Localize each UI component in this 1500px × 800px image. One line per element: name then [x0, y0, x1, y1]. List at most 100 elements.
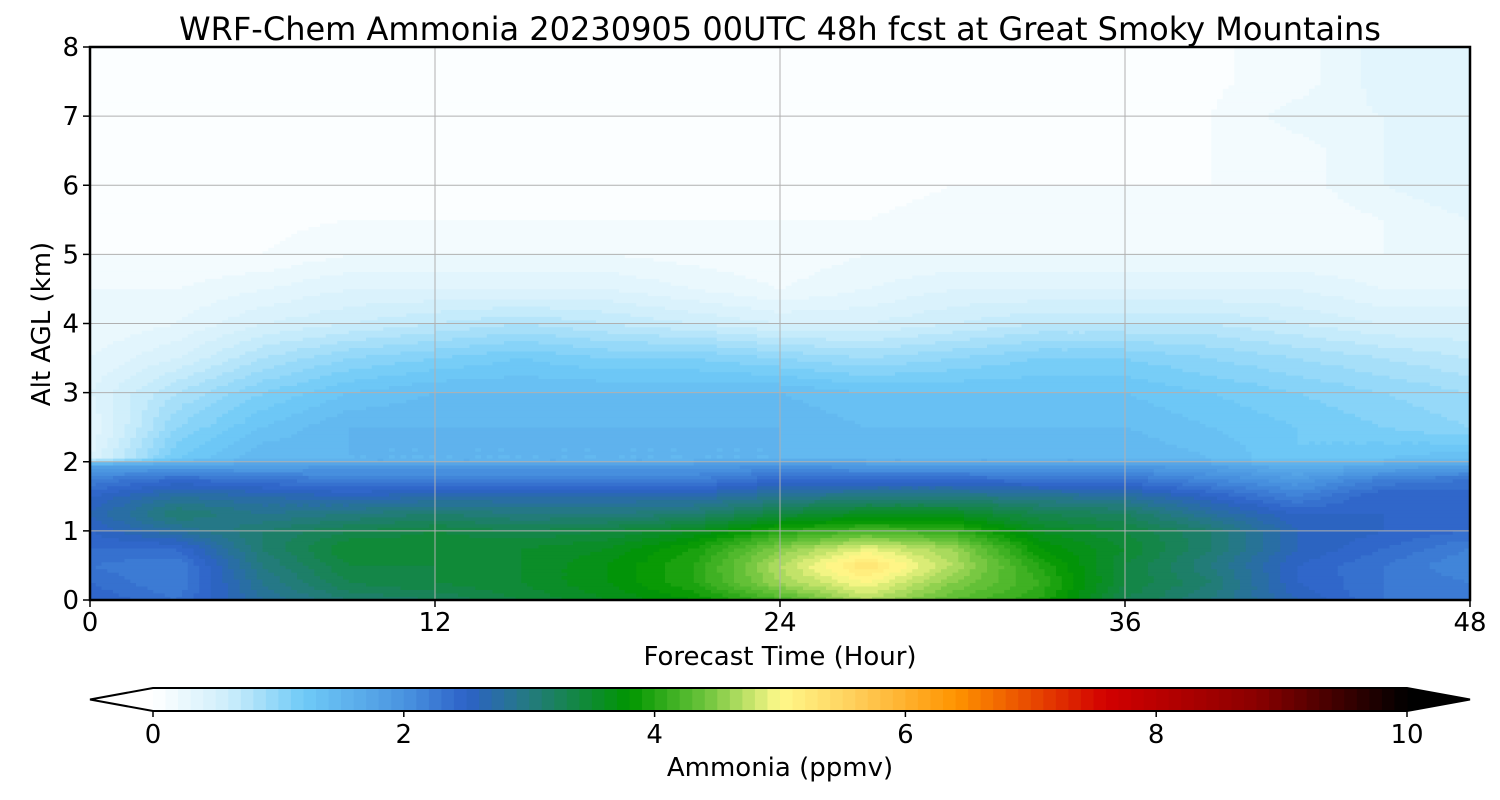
heatmap-cell [1291, 471, 1304, 476]
heatmap-cell [199, 395, 223, 400]
heatmap-cell [1142, 489, 1172, 494]
heatmap-cell [101, 347, 154, 352]
heatmap-cell [716, 323, 936, 328]
colorbar-swatch [1055, 688, 1069, 711]
heatmap-cell [251, 447, 350, 452]
heatmap-cell [504, 340, 540, 345]
heatmap-cell [210, 596, 229, 600]
heatmap-cell [251, 395, 292, 400]
heatmap-cell [1355, 596, 1385, 600]
heatmap-cell [354, 454, 361, 459]
heatmap-cell [314, 527, 379, 532]
heatmap-cell [1056, 554, 1080, 559]
heatmap-cell [1125, 520, 1149, 525]
heatmap-cell [291, 523, 344, 528]
heatmap-cell [90, 451, 103, 456]
heatmap-cell [118, 489, 154, 494]
heatmap-cell [849, 575, 885, 580]
heatmap-cell [803, 399, 1149, 404]
heatmap-cell [118, 537, 177, 542]
heatmap-cell [1337, 406, 1425, 411]
heatmap-cell [676, 537, 701, 542]
heatmap-cell [1211, 157, 1327, 162]
heatmap-cell [383, 457, 465, 463]
heatmap-cell [1142, 540, 1166, 545]
heatmap-cell [1406, 361, 1470, 366]
heatmap-cell [1188, 523, 1212, 528]
heatmap-cell [757, 540, 775, 545]
heatmap-cell [705, 540, 724, 545]
heatmap-cell [400, 350, 488, 355]
heatmap-cell [291, 433, 350, 438]
heatmap-cell [1378, 216, 1465, 221]
heatmap-cell [906, 572, 925, 577]
heatmap-cell [1280, 475, 1310, 480]
heatmap-cell [797, 534, 833, 539]
heatmap-cell [958, 537, 971, 542]
heatmap-cell [958, 558, 971, 563]
heatmap-cell [964, 527, 982, 532]
heatmap-cell [176, 444, 200, 449]
heatmap-cell [1360, 47, 1470, 51]
heatmap-cell [1228, 502, 1258, 507]
heatmap-cell [1096, 565, 1115, 570]
heatmap-cell [118, 592, 166, 597]
heatmap-cell [1067, 547, 1097, 552]
heatmap-cell [314, 596, 344, 600]
heatmap-cell [1217, 333, 1304, 338]
heatmap-cell [1010, 558, 1023, 563]
heatmap-cell [1021, 558, 1034, 563]
heatmap-cell [837, 530, 919, 535]
heatmap-cell [1217, 592, 1235, 597]
heatmap-cell [872, 596, 896, 600]
heatmap-cell [1366, 534, 1431, 539]
heatmap-cell [780, 451, 1201, 456]
heatmap-cell [1406, 554, 1448, 559]
colorbar-swatch [629, 688, 643, 711]
heatmap-cell [233, 406, 269, 411]
heatmap-cell [1171, 364, 1258, 369]
heatmap-cell [90, 437, 97, 442]
heatmap-cell [343, 502, 350, 507]
heatmap-cell [170, 395, 200, 400]
heatmap-cell [739, 592, 758, 597]
heatmap-cell [90, 523, 108, 528]
heatmap-cell [1280, 485, 1316, 490]
heatmap-cell [228, 561, 241, 566]
heatmap-cell [90, 350, 97, 355]
heatmap-cell [1188, 537, 1212, 542]
heatmap-cell [745, 544, 758, 549]
heatmap-cell [176, 392, 206, 397]
heatmap-cell [222, 554, 235, 559]
heatmap-cell [1303, 305, 1470, 310]
heatmap-cell [1234, 63, 1322, 69]
heatmap-cell [1395, 558, 1442, 563]
heatmap-cell [1372, 212, 1460, 217]
heatmap-cell [147, 513, 166, 518]
heatmap-cell [1274, 596, 1299, 600]
heatmap-cell [987, 520, 1005, 525]
heatmap-cell [935, 561, 954, 566]
heatmap-cell [1205, 454, 1253, 459]
heatmap-cell [636, 561, 666, 566]
heatmap-cell [1159, 537, 1189, 542]
heatmap-cell [1079, 492, 1143, 497]
heatmap-cell [136, 433, 149, 438]
heatmap-cell [509, 454, 517, 459]
heatmap-cell [688, 596, 712, 600]
heatmap-cell [728, 544, 747, 549]
heatmap-cell [734, 558, 752, 563]
heatmap-cell [90, 216, 873, 221]
heatmap-cell [1412, 195, 1470, 200]
heatmap-cell [751, 305, 850, 310]
heatmap-cell [239, 312, 310, 317]
heatmap-cell [486, 454, 494, 459]
heatmap-cell [153, 347, 195, 352]
heatmap-cell [90, 267, 275, 272]
heatmap-cell [170, 457, 195, 463]
colorbar-swatch [1143, 688, 1157, 711]
heatmap-cell [941, 578, 959, 584]
heatmap-cell [814, 575, 833, 580]
heatmap-cell [1182, 499, 1212, 504]
heatmap-cell [734, 454, 741, 459]
